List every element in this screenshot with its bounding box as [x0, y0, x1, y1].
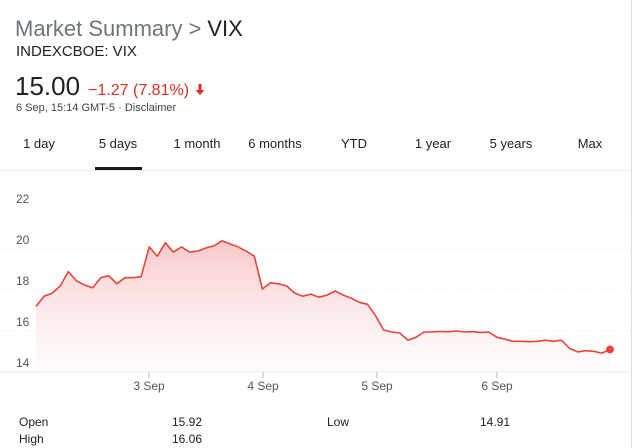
selected-tab-indicator	[95, 167, 142, 170]
range-tabs: 1 day 5 days 1 month 6 months YTD 1 year…	[0, 130, 632, 170]
tab-1-year[interactable]: 1 year	[414, 136, 452, 151]
breadcrumb-separator: >	[188, 16, 202, 41]
exchange-label: INDEXCBOE: VIX	[16, 43, 137, 60]
tab-6-months[interactable]: 6 months	[248, 136, 302, 151]
x-tick-label: 3 Sep	[133, 379, 165, 393]
stat-high-value: 16.06	[172, 432, 203, 446]
arrow-down-icon	[195, 82, 205, 98]
timestamp: 6 Sep, 15:14 GMT-5 ·	[16, 102, 125, 114]
stat-open-value: 15.92	[172, 415, 203, 429]
tab-1-day[interactable]: 1 day	[23, 136, 55, 151]
y-tick-label: 20	[16, 233, 30, 247]
last-point-marker	[606, 345, 614, 354]
page-title: Market Summary > VIX	[15, 16, 243, 42]
series-area-fill	[36, 240, 610, 372]
divider	[0, 170, 632, 171]
x-tick-label: 4 Sep	[247, 379, 279, 393]
y-tick-label: 16	[16, 315, 30, 329]
disclaimer-link[interactable]: Disclaimer	[124, 102, 177, 114]
x-tick-label: 5 Sep	[361, 379, 393, 393]
price-change: −1.27 (7.81%)	[88, 82, 190, 99]
tab-5-days[interactable]: 5 days	[98, 136, 138, 151]
series-line	[35, 240, 611, 354]
tab-5-years[interactable]: 5 years	[489, 136, 533, 151]
stat-high-label: High	[19, 432, 44, 446]
quote-meta: 6 Sep, 15:14 GMT-5 · Disclaimer	[16, 102, 176, 114]
stat-open-label: Open	[19, 415, 49, 429]
y-tick-label: 14	[16, 356, 30, 370]
breadcrumb-market-summary[interactable]: Market Summary	[15, 16, 183, 41]
tab-1-month[interactable]: 1 month	[173, 136, 221, 151]
tab-ytd[interactable]: YTD	[341, 136, 367, 151]
price-chart[interactable]: 14 16 18 20 22 3 Sep 4 Sep 5 Sep 6 Sep	[0, 180, 632, 395]
price-row: 15.00 −1.27 (7.81%)	[15, 72, 205, 100]
x-tick-label: 6 Sep	[481, 379, 513, 393]
tab-max[interactable]: Max	[577, 136, 603, 151]
stat-low-label: Low	[327, 415, 350, 429]
y-tick-label: 18	[16, 274, 30, 288]
stat-low-value: 14.91	[480, 415, 511, 429]
current-price: 15.00	[15, 71, 81, 101]
ticker-symbol: VIX	[207, 16, 243, 41]
y-tick-label: 22	[16, 192, 30, 206]
